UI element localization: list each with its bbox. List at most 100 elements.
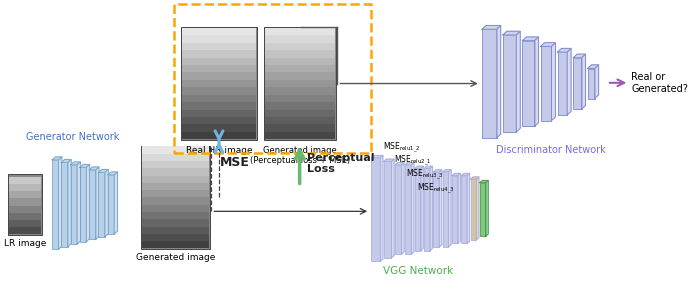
Text: Generated image
(Perceptual loss + MSE): Generated image (Perceptual loss + MSE) (250, 146, 350, 165)
FancyBboxPatch shape (182, 87, 256, 95)
Polygon shape (415, 166, 424, 168)
Text: Perceptual
Loss: Perceptual Loss (307, 153, 375, 174)
Polygon shape (430, 166, 433, 251)
Polygon shape (540, 43, 556, 46)
Polygon shape (452, 173, 460, 176)
FancyBboxPatch shape (265, 110, 336, 117)
FancyBboxPatch shape (142, 154, 209, 161)
Polygon shape (95, 167, 99, 239)
FancyBboxPatch shape (480, 183, 486, 236)
FancyBboxPatch shape (142, 219, 209, 226)
FancyBboxPatch shape (405, 165, 411, 254)
FancyBboxPatch shape (482, 29, 497, 138)
Polygon shape (503, 31, 520, 35)
Polygon shape (476, 177, 479, 240)
Polygon shape (497, 26, 501, 138)
FancyBboxPatch shape (182, 35, 256, 43)
Text: Generator Network: Generator Network (26, 132, 119, 142)
Polygon shape (80, 164, 90, 167)
Polygon shape (392, 159, 394, 258)
Polygon shape (443, 170, 451, 172)
Polygon shape (68, 159, 71, 247)
FancyBboxPatch shape (503, 35, 516, 132)
Polygon shape (108, 172, 117, 175)
Polygon shape (405, 163, 414, 165)
Polygon shape (467, 173, 470, 243)
FancyBboxPatch shape (395, 165, 401, 254)
FancyBboxPatch shape (471, 179, 476, 240)
Polygon shape (411, 163, 414, 254)
FancyBboxPatch shape (141, 146, 210, 249)
Polygon shape (461, 173, 470, 176)
FancyBboxPatch shape (182, 57, 256, 65)
FancyBboxPatch shape (182, 65, 256, 72)
Polygon shape (98, 169, 108, 172)
FancyBboxPatch shape (384, 161, 392, 258)
Text: Real or
Generated?: Real or Generated? (631, 72, 688, 94)
FancyBboxPatch shape (265, 27, 336, 140)
FancyBboxPatch shape (142, 183, 209, 190)
FancyBboxPatch shape (265, 124, 336, 132)
Polygon shape (77, 162, 80, 244)
FancyBboxPatch shape (9, 213, 41, 220)
FancyBboxPatch shape (452, 176, 457, 243)
FancyBboxPatch shape (9, 205, 41, 213)
FancyBboxPatch shape (9, 184, 41, 191)
FancyBboxPatch shape (265, 102, 336, 110)
FancyBboxPatch shape (443, 172, 448, 247)
FancyBboxPatch shape (182, 124, 256, 132)
FancyBboxPatch shape (182, 102, 256, 110)
Polygon shape (448, 170, 451, 247)
Polygon shape (59, 157, 62, 249)
FancyBboxPatch shape (415, 168, 421, 251)
Polygon shape (439, 170, 442, 247)
Text: MSE$_{\mathregular{relu3\_3}}$: MSE$_{\mathregular{relu3\_3}}$ (406, 168, 444, 182)
Text: Discriminator Network: Discriminator Network (495, 145, 605, 155)
FancyBboxPatch shape (108, 175, 114, 234)
Polygon shape (61, 159, 71, 162)
Polygon shape (433, 170, 442, 172)
FancyBboxPatch shape (182, 117, 256, 124)
Polygon shape (516, 31, 520, 132)
Text: MSE$_{\mathregular{relu2\_1}}$: MSE$_{\mathregular{relu2\_1}}$ (395, 154, 432, 168)
Polygon shape (395, 163, 404, 165)
FancyBboxPatch shape (182, 50, 256, 57)
Polygon shape (567, 49, 571, 115)
FancyBboxPatch shape (265, 87, 336, 95)
FancyBboxPatch shape (80, 167, 86, 242)
Polygon shape (551, 43, 556, 121)
FancyBboxPatch shape (181, 27, 257, 140)
Polygon shape (480, 181, 489, 183)
FancyBboxPatch shape (61, 162, 68, 247)
Polygon shape (558, 49, 571, 52)
FancyBboxPatch shape (574, 58, 582, 109)
FancyBboxPatch shape (142, 205, 209, 212)
FancyBboxPatch shape (424, 168, 430, 251)
FancyBboxPatch shape (182, 110, 256, 117)
Polygon shape (52, 157, 62, 160)
FancyBboxPatch shape (265, 72, 336, 80)
FancyBboxPatch shape (371, 158, 380, 261)
FancyBboxPatch shape (70, 165, 77, 244)
FancyBboxPatch shape (182, 72, 256, 80)
FancyBboxPatch shape (9, 177, 41, 184)
FancyBboxPatch shape (265, 28, 336, 35)
Polygon shape (401, 163, 404, 254)
FancyBboxPatch shape (142, 197, 209, 205)
FancyBboxPatch shape (182, 132, 256, 139)
FancyBboxPatch shape (98, 172, 105, 237)
FancyBboxPatch shape (142, 190, 209, 197)
Polygon shape (89, 167, 99, 170)
Polygon shape (70, 162, 80, 165)
Polygon shape (457, 173, 460, 243)
Polygon shape (486, 181, 489, 236)
FancyBboxPatch shape (182, 95, 256, 102)
FancyBboxPatch shape (433, 172, 439, 247)
FancyBboxPatch shape (142, 176, 209, 183)
Polygon shape (522, 37, 538, 41)
FancyBboxPatch shape (265, 95, 336, 102)
FancyBboxPatch shape (9, 199, 41, 205)
FancyBboxPatch shape (142, 212, 209, 219)
Polygon shape (424, 166, 433, 168)
Polygon shape (380, 156, 383, 261)
